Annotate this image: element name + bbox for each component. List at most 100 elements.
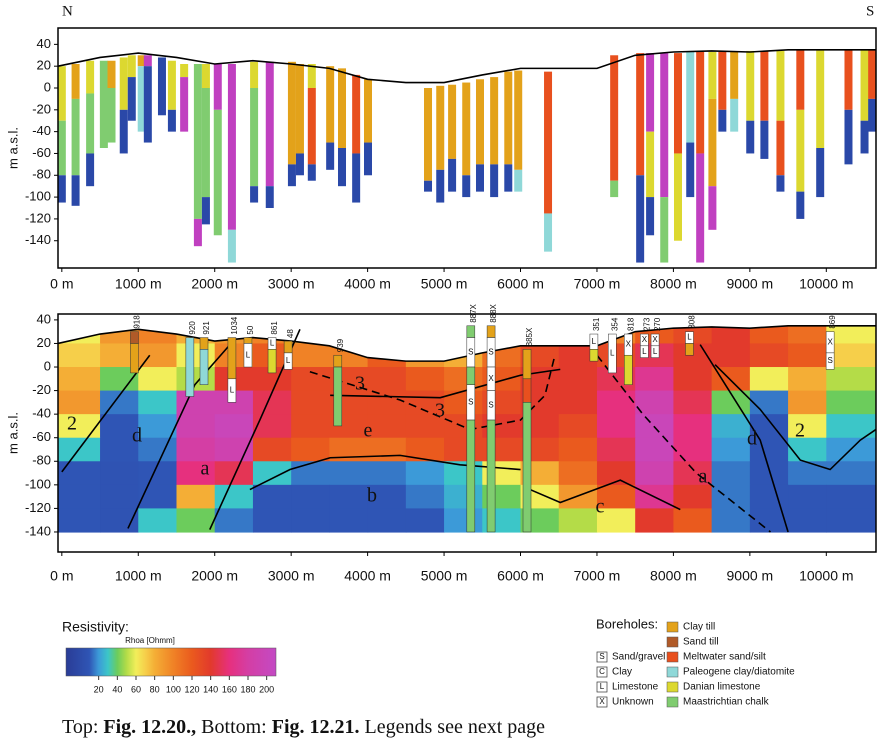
resistivity-cell xyxy=(788,461,827,486)
x-tick-label: 5000 m xyxy=(421,276,468,292)
region-label: c xyxy=(596,496,605,518)
legend-tick-label: 140 xyxy=(203,684,218,694)
borehole-segment xyxy=(504,164,513,192)
resistivity-cell xyxy=(596,390,636,415)
resistivity-cell xyxy=(826,325,876,345)
resistivity-cell xyxy=(291,325,330,345)
y-tick-label: -40 xyxy=(32,123,51,138)
direction-left: N xyxy=(62,3,73,19)
y-tick-label: -40 xyxy=(32,406,51,421)
borehole-segment xyxy=(776,50,785,121)
resistivity-cell xyxy=(635,461,675,486)
borehole-label: 1034 xyxy=(230,316,239,334)
resistivity-cell xyxy=(138,437,178,462)
x-tick-label: 7000 m xyxy=(574,276,621,292)
borehole-segment xyxy=(673,53,682,154)
borehole-segment xyxy=(193,218,202,247)
borehole-segment xyxy=(130,343,139,374)
borehole-segment xyxy=(86,153,95,187)
borehole-code: L xyxy=(592,337,597,346)
resistivity-cell xyxy=(711,461,751,486)
x-tick-label: 9000 m xyxy=(727,276,774,292)
borehole-segment xyxy=(486,325,496,338)
code-letter: X xyxy=(599,697,605,706)
resistivity-cell xyxy=(58,390,101,415)
borehole-code: L xyxy=(653,347,658,356)
resistivity-cell xyxy=(788,325,827,345)
resistivity-cell xyxy=(673,414,713,439)
borehole-segment xyxy=(352,153,361,203)
resistivity-cell xyxy=(405,461,445,486)
borehole-segment xyxy=(636,53,645,176)
resistivity-cell xyxy=(58,484,101,510)
borehole-segment xyxy=(307,64,316,88)
resistivity-cell xyxy=(444,343,483,368)
borehole-segment xyxy=(71,175,80,206)
borehole-segment xyxy=(57,175,66,203)
y-tick-label: 20 xyxy=(37,58,51,73)
x-tick-label: 0 m xyxy=(50,276,73,292)
borehole-segment xyxy=(708,186,717,230)
legend-colorbar xyxy=(65,647,277,677)
borehole-segment xyxy=(99,60,108,148)
borehole-segment xyxy=(199,349,209,385)
borehole-segment xyxy=(86,60,95,94)
borehole-segment xyxy=(307,88,316,165)
resistivity-cell xyxy=(749,343,789,368)
resistivity-cell xyxy=(367,484,407,510)
borehole-segment xyxy=(730,52,739,99)
borehole-segment xyxy=(860,49,869,121)
y-tick-label: -20 xyxy=(32,382,51,397)
borehole-segment xyxy=(860,120,869,154)
borehole-segment xyxy=(333,354,343,368)
borehole-segment xyxy=(424,88,433,181)
code-box xyxy=(596,666,608,678)
resistivity-cell xyxy=(252,414,292,439)
borehole-segment xyxy=(167,109,176,132)
borehole-segment xyxy=(544,71,553,214)
borehole-segment xyxy=(708,52,717,99)
borehole-code: L xyxy=(687,333,692,342)
borehole-segment xyxy=(143,66,152,143)
borehole-segment xyxy=(119,57,128,110)
borehole-segment xyxy=(227,64,236,230)
borehole-segment xyxy=(227,378,237,403)
borehole-segment xyxy=(816,49,825,149)
borehole-segment xyxy=(610,55,619,181)
resistivity-cell xyxy=(176,508,216,533)
code-box xyxy=(596,696,608,708)
legend-tick-label: 20 xyxy=(94,684,104,694)
borehole-segment xyxy=(71,64,80,99)
borehole-segment xyxy=(844,49,853,110)
borehole-segment xyxy=(201,88,210,198)
resistivity-cell xyxy=(405,508,445,533)
borehole-segment xyxy=(650,345,660,358)
material-swatch xyxy=(666,651,679,663)
borehole-segment xyxy=(265,186,274,208)
borehole-segment xyxy=(776,175,785,192)
borehole-segment xyxy=(307,164,316,181)
borehole-segment xyxy=(730,98,739,132)
boundary-line xyxy=(330,368,561,399)
resistivity-cell xyxy=(58,414,101,439)
code-label: Sand/gravel xyxy=(612,652,665,663)
borehole-segment xyxy=(363,142,372,176)
borehole-segment xyxy=(199,337,209,350)
x-tick-label: 10000 m xyxy=(799,276,853,292)
borehole-segment xyxy=(475,79,484,165)
borehole-label: 869 xyxy=(828,315,837,329)
borehole-segment xyxy=(490,164,499,198)
legend-tick-label: 200 xyxy=(259,684,274,694)
borehole-code: X xyxy=(827,337,833,346)
resistivity-cell xyxy=(596,414,636,439)
resistivity-cell xyxy=(788,343,827,368)
borehole-segment xyxy=(610,180,619,198)
borehole-segment xyxy=(283,352,293,370)
borehole-label: 351 xyxy=(592,317,601,331)
x-tick-label: 3000 m xyxy=(268,568,315,584)
resistivity-cell xyxy=(100,414,139,439)
borehole-segment xyxy=(227,229,236,263)
region-label: a xyxy=(201,458,210,480)
resistivity-cell xyxy=(329,508,369,533)
